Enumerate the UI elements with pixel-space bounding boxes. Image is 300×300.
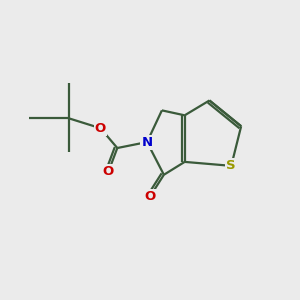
Text: S: S	[226, 159, 236, 172]
Text: O: O	[103, 165, 114, 178]
Text: O: O	[95, 122, 106, 135]
Text: N: N	[142, 136, 153, 148]
Text: O: O	[144, 190, 156, 203]
